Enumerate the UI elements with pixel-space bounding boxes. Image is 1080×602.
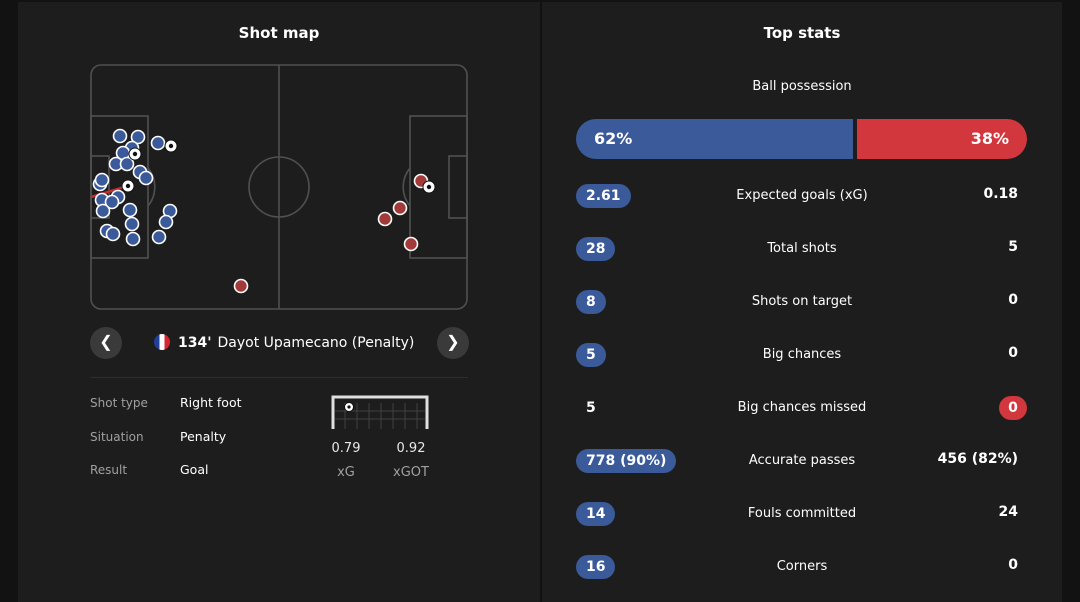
possession-bar-home: 62% <box>576 119 853 159</box>
possession-away-value: 38% <box>970 129 1009 148</box>
shot-player: Dayot Upamecano (Penalty) <box>217 335 415 351</box>
stat-row: 2.61 Expected goals (xG) 0.18 <box>542 182 1062 210</box>
stat-away-value: 0.18 <box>983 186 1018 202</box>
stat-home-value: 28 <box>576 237 616 261</box>
xgot-label: xGOT <box>393 465 429 480</box>
stat-home-value: 2.61 <box>576 184 631 208</box>
stat-name: Accurate passes <box>748 453 856 468</box>
result-label: Result <box>90 463 128 477</box>
shot-dot[interactable] <box>119 156 135 172</box>
shot-dot[interactable] <box>95 203 111 219</box>
stat-row: 778 (90%) Accurate passes 456 (82%) <box>542 447 1062 475</box>
stat-home-value: 8 <box>576 290 606 314</box>
ball-in-goal-icon <box>344 402 354 412</box>
next-shot-button[interactable]: ❯ <box>437 327 469 359</box>
shot-dot[interactable] <box>112 128 128 144</box>
away-shots-group <box>233 173 436 294</box>
divider <box>90 377 468 378</box>
stat-home-value: 5 <box>576 343 606 367</box>
xg-label: xG <box>337 465 355 480</box>
stat-row: 16 Corners 0 <box>542 553 1062 581</box>
chevron-left-icon: ❮ <box>99 334 113 351</box>
shot-dot[interactable] <box>151 229 167 245</box>
stat-name: Fouls committed <box>747 506 857 521</box>
shot-dot[interactable] <box>150 135 166 151</box>
possession-home-value: 62% <box>594 129 633 148</box>
shot-dot[interactable] <box>377 211 393 227</box>
stat-away-value: 0 <box>1008 557 1018 573</box>
shot-dot[interactable] <box>94 172 110 188</box>
selected-shot-title: 134' Dayot Upamecano (Penalty) <box>154 334 414 351</box>
situation-value: Penalty <box>180 429 227 444</box>
france-flag-icon <box>154 334 170 350</box>
shot-dot[interactable] <box>392 200 408 216</box>
stat-away-value: 24 <box>998 504 1018 520</box>
stat-home-value: 778 (90%) <box>576 449 677 473</box>
stat-away-value: 5 <box>1008 239 1018 255</box>
goal-ball-icon[interactable] <box>422 180 436 194</box>
stat-name: Corners <box>776 559 828 574</box>
xg-value: 0.79 <box>331 441 361 456</box>
stat-away-value: 0 <box>1008 345 1018 361</box>
home-shots-group <box>92 128 178 247</box>
stat-home-value: 16 <box>576 555 616 579</box>
shot-minute: 134' <box>178 335 212 351</box>
stat-away-value: 456 (82%) <box>937 451 1018 467</box>
stat-name: Expected goals (xG) <box>736 188 868 203</box>
goal-ball-icon[interactable] <box>128 147 142 161</box>
top-stats-title: Top stats <box>763 24 841 42</box>
stat-row: 5 Big chances missed 0 <box>542 394 1062 422</box>
shot-type-label: Shot type <box>90 396 148 410</box>
shot-dot[interactable] <box>125 231 141 247</box>
stat-name: Total shots <box>767 241 837 256</box>
result-value: Goal <box>180 462 209 477</box>
shot-dot[interactable] <box>233 278 249 294</box>
shot-dot[interactable] <box>124 216 140 232</box>
shot-map-pitch <box>90 64 468 310</box>
stat-row: 5 Big chances 0 <box>542 341 1062 369</box>
stat-away-value: 0 <box>999 396 1027 420</box>
goal-frame-graphic <box>331 395 429 429</box>
possession-label: Ball possession <box>752 79 852 94</box>
shot-map-title: Shot map <box>238 24 320 42</box>
stat-row: 8 Shots on target 0 <box>542 288 1062 316</box>
stat-home-value: 5 <box>586 400 596 416</box>
shot-map-panel: Shot map ❮ 134' Dayot Upamecano (Penalty)… <box>18 2 540 602</box>
shot-dot[interactable] <box>138 170 154 186</box>
stat-row: 28 Total shots 5 <box>542 235 1062 263</box>
situation-label: Situation <box>90 430 144 444</box>
goal-ball-icon[interactable] <box>164 139 178 153</box>
shot-dot[interactable] <box>130 129 146 145</box>
top-stats-panel: Top stats Ball possession 62% 38% 2.61 Ex… <box>542 2 1062 602</box>
stat-name: Big chances <box>762 347 842 362</box>
stat-name: Shots on target <box>751 294 853 309</box>
previous-shot-button[interactable]: ❮ <box>90 327 122 359</box>
shot-dot[interactable] <box>104 194 120 210</box>
goal-ball-icon[interactable] <box>121 179 135 193</box>
stat-home-value: 14 <box>576 502 616 526</box>
shot-dot[interactable] <box>403 236 419 252</box>
shot-dot[interactable] <box>158 214 174 230</box>
shot-dot[interactable] <box>105 226 121 242</box>
chevron-right-icon: ❯ <box>446 334 460 351</box>
stat-name: Big chances missed <box>737 400 867 415</box>
xgot-value: 0.92 <box>396 441 426 456</box>
stat-away-value: 0 <box>1008 292 1018 308</box>
shot-type-value: Right foot <box>180 395 242 410</box>
shot-dot[interactable] <box>122 202 138 218</box>
stat-row: 14 Fouls committed 24 <box>542 500 1062 528</box>
possession-bar-away: 38% <box>857 119 1027 159</box>
